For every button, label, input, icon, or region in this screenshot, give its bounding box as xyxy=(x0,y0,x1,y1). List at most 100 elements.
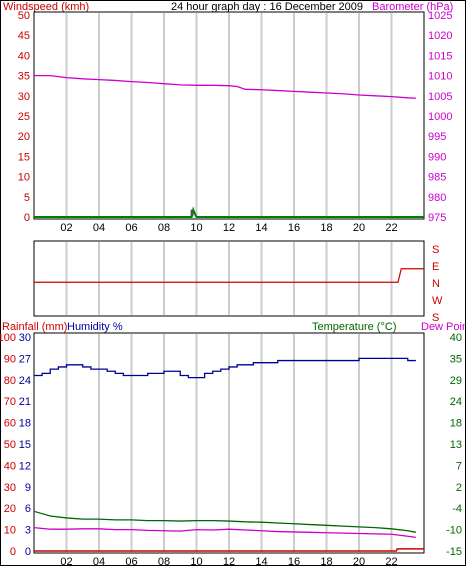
x-tick-label-top: 14 xyxy=(255,222,267,234)
barometer-tick-label: 1020 xyxy=(428,30,452,42)
barometer-tick-label: 990 xyxy=(428,151,446,163)
dewpoint-line xyxy=(33,527,416,539)
temperature-tick-label: -10 xyxy=(446,525,462,537)
humidity-tick-label: 18 xyxy=(19,418,31,430)
rainfall-tick-label: 70 xyxy=(4,396,16,408)
x-tick-label-bottom: 12 xyxy=(223,556,235,566)
windspeed-tick-label: 10 xyxy=(18,172,30,184)
humidity-tick-label: 30 xyxy=(19,332,31,344)
temperature-tick-label: 18 xyxy=(450,418,462,430)
series-lines xyxy=(33,74,424,552)
rainfall-tick-label: 10 xyxy=(4,525,16,537)
barometer-tick-label: 975 xyxy=(428,212,446,224)
temperature-tick-label: 35 xyxy=(450,353,462,365)
windspeed-tick-label: 0 xyxy=(24,212,30,224)
x-tick-label-bottom: 16 xyxy=(288,556,300,566)
windspeed-tick-label: 25 xyxy=(18,111,30,123)
humidity-tick-label: 15 xyxy=(19,439,31,451)
axis-labels: 0202040406060808101012121414161618182020… xyxy=(0,10,462,568)
humidity-line xyxy=(34,357,416,379)
rainfall-axis-label: Rainfall (mm) xyxy=(2,321,67,333)
humidity-tick-label: 3 xyxy=(25,525,31,537)
barometer-tick-label: 980 xyxy=(428,192,446,204)
humidity-tick-label: 21 xyxy=(19,396,31,408)
temperature-tick-label: 13 xyxy=(450,439,462,451)
windspeed-tick-label: 30 xyxy=(18,91,30,103)
windspeed-tick-label: 40 xyxy=(18,50,30,62)
rainfall-tick-label: 80 xyxy=(4,375,16,387)
wind-gust-mark xyxy=(190,209,194,216)
x-tick-label-top: 16 xyxy=(288,222,300,234)
x-tick-label-top: 10 xyxy=(190,222,202,234)
direction-tick-label: E xyxy=(432,261,439,273)
direction-tick-label: S xyxy=(432,244,439,256)
rainfall-tick-label: 20 xyxy=(4,503,16,515)
windspeed-tick-label: 5 xyxy=(24,192,30,204)
humidity-tick-label: 12 xyxy=(19,460,31,472)
rainfall-line xyxy=(34,548,424,552)
temperature-tick-label: 29 xyxy=(450,375,462,387)
direction-tick-label: S xyxy=(432,312,439,324)
humidity-axis-label: Humidity % xyxy=(67,321,123,333)
x-tick-label-bottom: 14 xyxy=(255,556,267,566)
x-tick-label-top: 02 xyxy=(60,222,72,234)
wind-direction-line xyxy=(34,268,424,283)
x-tick-label-top: 04 xyxy=(93,222,105,234)
barometer-tick-label: 985 xyxy=(428,172,446,184)
x-tick-label-bottom: 10 xyxy=(190,556,202,566)
temperature-tick-label: -4 xyxy=(452,503,462,515)
temperature-tick-label: 40 xyxy=(450,332,462,344)
x-tick-label-bottom: 08 xyxy=(158,556,170,566)
humidity-tick-label: 24 xyxy=(19,375,31,387)
windspeed-line xyxy=(34,206,424,218)
rainfall-tick-label: 40 xyxy=(4,460,16,472)
windspeed-tick-label: 15 xyxy=(18,151,30,163)
x-tick-label-top: 06 xyxy=(125,222,137,234)
barometer-tick-label: 1010 xyxy=(428,71,452,83)
windspeed-axis-label: Windspeed (kmh) xyxy=(3,1,89,13)
humidity-tick-label: 9 xyxy=(25,482,31,494)
temperature-axis-label: Temperature (°C) xyxy=(312,321,396,333)
windspeed-tick-label: 45 xyxy=(18,30,30,42)
x-tick-label-top: 20 xyxy=(353,222,365,234)
barometer-tick-label: 1025 xyxy=(428,10,452,22)
x-tick-label-top: 12 xyxy=(223,222,235,234)
x-tick-label-bottom: 06 xyxy=(125,556,137,566)
rainfall-tick-label: 100 xyxy=(0,332,16,344)
humidity-tick-label: 6 xyxy=(25,503,31,515)
temperature-tick-label: -15 xyxy=(446,546,462,558)
temperature-tick-label: 2 xyxy=(456,482,462,494)
x-tick-label-bottom: 20 xyxy=(353,556,365,566)
rainfall-tick-label: 0 xyxy=(10,546,16,558)
direction-tick-label: N xyxy=(432,278,440,290)
rainfall-tick-label: 90 xyxy=(4,353,16,365)
rainfall-tick-label: 50 xyxy=(4,439,16,451)
barometer-tick-label: 1015 xyxy=(428,50,452,62)
temperature-tick-label: 24 xyxy=(450,396,462,408)
x-tick-label-bottom: 18 xyxy=(320,556,332,566)
x-tick-label-bottom: 22 xyxy=(385,556,397,566)
dewpoint-axis-label: Dew Point xyxy=(421,321,466,333)
barometer-tick-label: 1005 xyxy=(428,91,452,103)
barometer-axis-label: Barometer (hPa) xyxy=(372,1,453,13)
x-tick-label-bottom: 02 xyxy=(60,556,72,566)
grid-lines xyxy=(65,13,393,552)
x-tick-label-top: 22 xyxy=(385,222,397,234)
barometer-tick-label: 995 xyxy=(428,131,446,143)
humidity-tick-label: 0 xyxy=(25,546,31,558)
windspeed-tick-label: 50 xyxy=(18,10,30,22)
graph-title: 24 hour graph day : 16 December 2009 xyxy=(171,1,363,13)
x-tick-label-top: 08 xyxy=(158,222,170,234)
barometer-line xyxy=(34,74,416,99)
x-tick-label-bottom: 04 xyxy=(93,556,105,566)
barometer-tick-label: 1000 xyxy=(428,111,452,123)
humidity-tick-label: 27 xyxy=(19,353,31,365)
windspeed-tick-label: 20 xyxy=(18,131,30,143)
rainfall-tick-label: 30 xyxy=(4,482,16,494)
temperature-line xyxy=(33,510,416,533)
direction-tick-label: W xyxy=(432,295,443,307)
temperature-tick-label: 7 xyxy=(456,460,462,472)
x-tick-label-top: 18 xyxy=(320,222,332,234)
